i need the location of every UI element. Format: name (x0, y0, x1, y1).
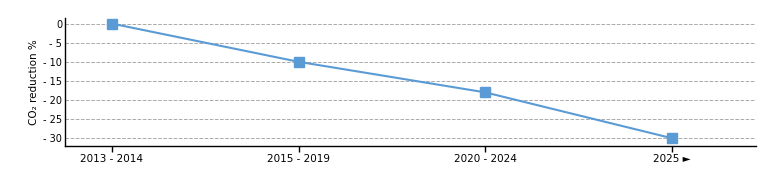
Y-axis label: CO₂ reduction %: CO₂ reduction % (29, 39, 39, 125)
